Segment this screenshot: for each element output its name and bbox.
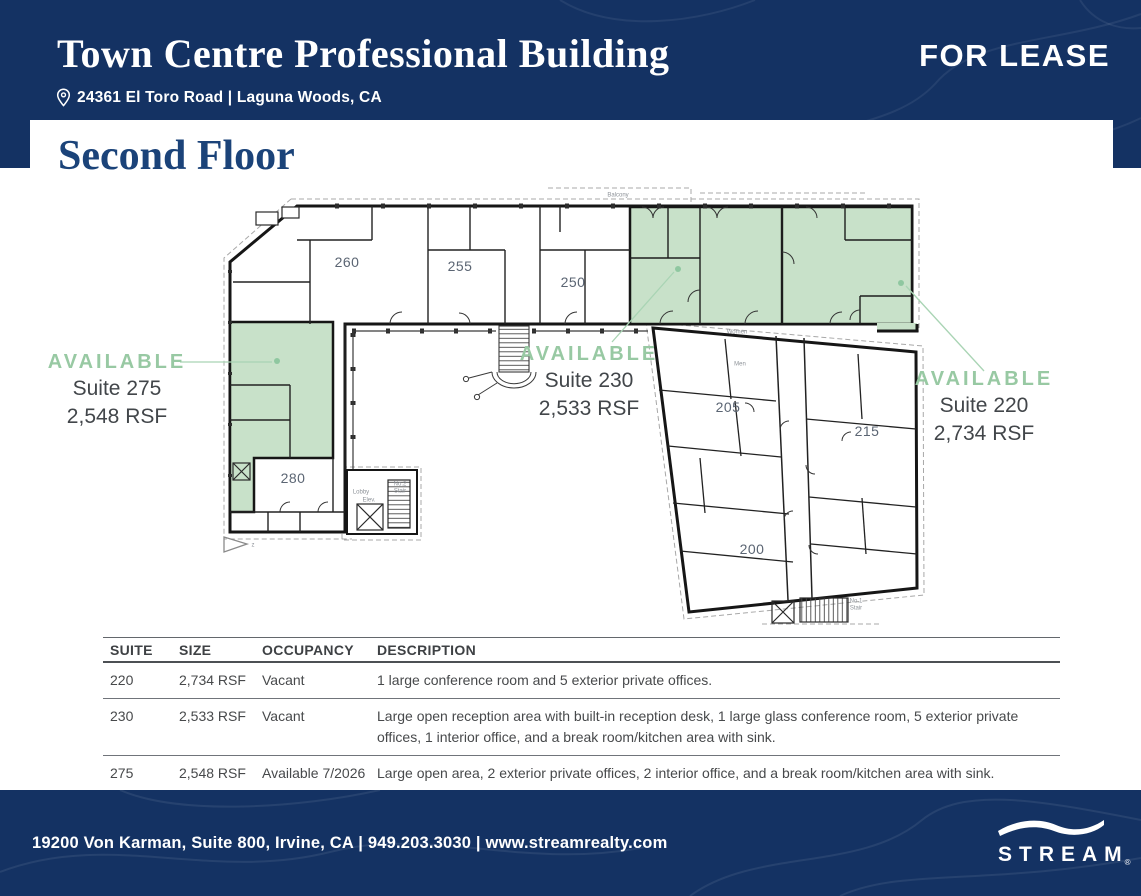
col-header-suite: SUITE xyxy=(110,642,153,658)
cell-size: 2,533 RSF xyxy=(179,708,246,724)
suite-230-220-area xyxy=(628,205,914,326)
cell-occupancy: Vacant xyxy=(262,708,305,724)
stair1-label: No.1 Stair xyxy=(849,598,863,611)
suite-220-dot xyxy=(898,280,904,286)
page-title: Town Centre Professional Building xyxy=(57,31,670,76)
stream-logo: STREAM® xyxy=(991,816,1131,867)
available-label: AVAILABLE xyxy=(47,351,187,373)
room-label-280: 280 xyxy=(280,470,306,486)
room-label-255: 255 xyxy=(447,258,473,274)
suite-name: Suite 220 xyxy=(939,394,1029,417)
north-arrow-label: z xyxy=(251,542,255,549)
room-label-215: 215 xyxy=(854,423,880,439)
room-label-200: 200 xyxy=(739,541,765,557)
right-wing-outline xyxy=(651,326,919,614)
suite-230-dot xyxy=(675,266,681,272)
col-header-occupancy: OCCUPANCY xyxy=(262,642,354,658)
table-row: 230 2,533 RSF Vacant Large open receptio… xyxy=(103,699,1060,756)
north-arrow-icon xyxy=(223,536,250,553)
cell-suite: 275 xyxy=(110,765,134,781)
women-room-label: Women xyxy=(726,329,748,336)
floor-plan: 260 255 250 280 205 215 200 Balcony Wome… xyxy=(0,175,1141,645)
cell-description: Large open reception area with built-in … xyxy=(377,708,1019,745)
suite-name: Suite 275 xyxy=(72,377,162,400)
suite-size: 2,548 RSF xyxy=(66,404,168,428)
cell-occupancy: Vacant xyxy=(262,672,305,688)
topo-contour-pattern xyxy=(0,790,1141,896)
balcony-label: Balcony xyxy=(607,192,629,199)
available-label: AVAILABLE xyxy=(914,368,1054,390)
suite-name: Suite 230 xyxy=(544,369,634,392)
cell-description: 1 large conference room and 5 exterior p… xyxy=(377,672,713,688)
cell-description: Large open area, 2 exterior private offi… xyxy=(377,765,995,781)
room-label-205: 205 xyxy=(715,399,741,415)
room-label-260: 260 xyxy=(334,254,360,270)
cell-suite: 220 xyxy=(110,672,134,688)
callout-suite-230: AVAILABLE Suite 230 2,533 RSF xyxy=(520,343,658,421)
callout-suite-275: AVAILABLE Suite 275 2,548 RSF xyxy=(48,351,186,429)
available-label: AVAILABLE xyxy=(519,343,659,365)
cell-size: 2,548 RSF xyxy=(179,765,246,781)
table-row: 275 2,548 RSF Available 7/2026 Large ope… xyxy=(103,756,1060,792)
table-header-row: SUITE SIZE OCCUPANCY DESCRIPTION xyxy=(103,638,1060,663)
floor-plan-drawing xyxy=(180,187,985,625)
header-band: Town Centre Professional Building 24361 … xyxy=(0,0,1141,169)
footer-band: 19200 Von Karman, Suite 800, Irvine, CA … xyxy=(0,790,1141,896)
grand-stair xyxy=(498,325,530,373)
suite-table: SUITE SIZE OCCUPANCY DESCRIPTION 220 2,7… xyxy=(103,637,1060,792)
cell-occupancy: Available 7/2026 xyxy=(262,765,366,781)
table-row: 220 2,734 RSF Vacant 1 large conference … xyxy=(103,663,1060,699)
stream-wave-icon xyxy=(998,820,1104,836)
callout-suite-220: AVAILABLE Suite 220 2,734 RSF xyxy=(915,368,1053,446)
floor-title: Second Floor xyxy=(58,133,295,179)
cell-suite: 230 xyxy=(110,708,134,724)
for-lease-label: FOR LEASE xyxy=(919,38,1110,73)
stream-logo-text: STREAM xyxy=(998,843,1129,866)
content-panel-notch xyxy=(30,120,1113,169)
men-room-label: Men xyxy=(734,361,746,368)
elevator-label: Elev. xyxy=(362,497,376,504)
stair2-label: No.2 Stair xyxy=(393,481,407,494)
room-label-250: 250 xyxy=(560,274,586,290)
suite-size: 2,533 RSF xyxy=(538,396,640,420)
footer-contact: 19200 Von Karman, Suite 800, Irvine, CA … xyxy=(32,834,668,852)
address-text: 24361 El Toro Road | Laguna Woods, CA xyxy=(77,88,382,106)
lobby-label: Lobby xyxy=(352,489,370,496)
col-header-size: SIZE xyxy=(179,642,212,658)
cell-size: 2,734 RSF xyxy=(179,672,246,688)
suite-275-dot xyxy=(274,358,280,364)
suite-size: 2,734 RSF xyxy=(933,421,1035,445)
address-row: 24361 El Toro Road | Laguna Woods, CA xyxy=(56,88,382,107)
location-pin-icon xyxy=(56,88,71,107)
registered-mark: ® xyxy=(1124,858,1131,868)
col-header-description: DESCRIPTION xyxy=(377,642,476,658)
